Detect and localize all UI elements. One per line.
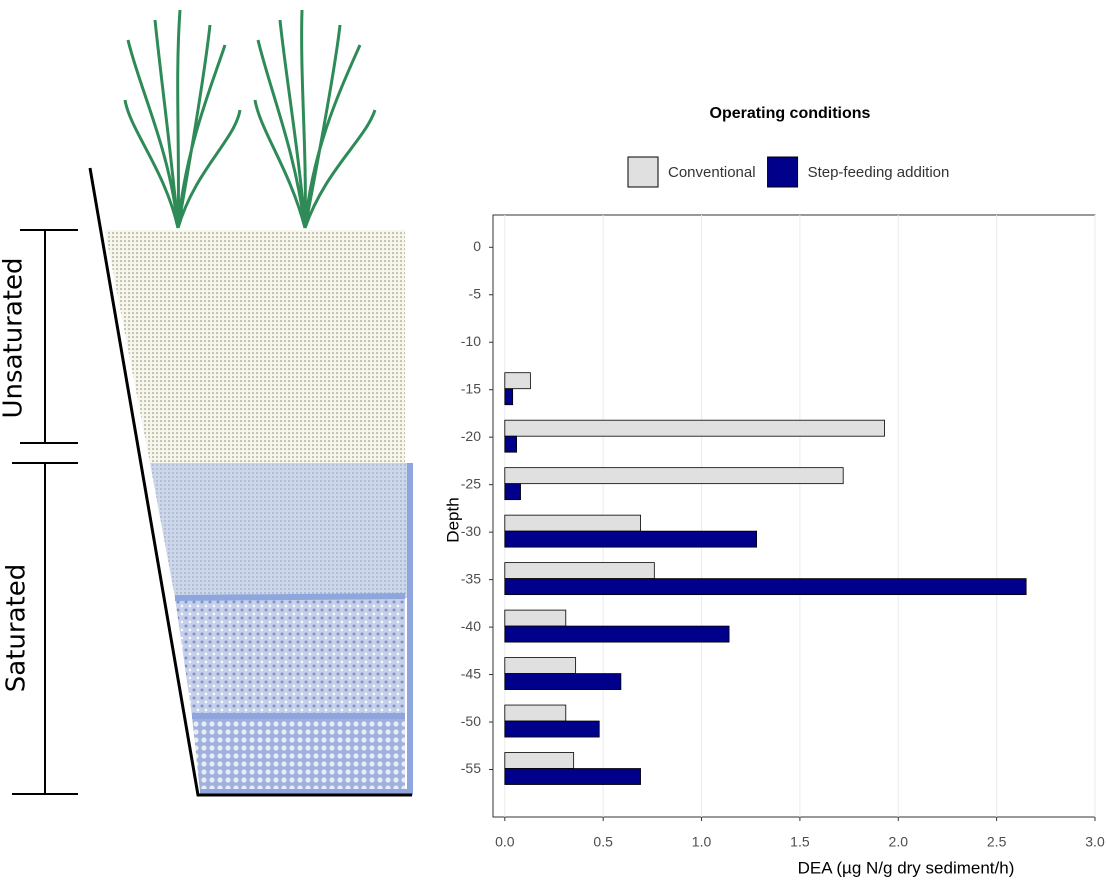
- bar: [504, 720, 600, 738]
- bar: [504, 768, 641, 785]
- legend-swatch: [767, 156, 799, 188]
- bar: [504, 467, 844, 485]
- x-axis-label: DEA (µg N/g dry sediment/h): [798, 858, 1015, 877]
- x-tick-label: 1.5: [790, 834, 810, 850]
- bar: [504, 657, 577, 674]
- bar: [504, 625, 730, 643]
- bar: [504, 562, 655, 580]
- legend-title: Operating conditions: [710, 105, 871, 122]
- bottom-layer: [192, 716, 405, 792]
- brackets: [12, 229, 78, 795]
- y-tick-label: -25: [461, 475, 481, 491]
- zone-label: Unsaturated: [0, 258, 29, 419]
- bar: [504, 514, 641, 532]
- saturated-layer: [150, 463, 410, 598]
- y-tick-label: -10: [461, 333, 481, 349]
- y-tick-label: -35: [461, 570, 481, 586]
- legend-swatch: [627, 156, 659, 188]
- y-tick-label: -15: [461, 380, 481, 396]
- bar: [504, 578, 1027, 596]
- bar: [504, 673, 622, 690]
- y-tick-label: -5: [469, 285, 482, 301]
- legend-label: Step-feeding addition: [808, 164, 950, 181]
- y-axis-label: Depth: [443, 497, 462, 542]
- legend-label: Conventional: [668, 164, 756, 181]
- liner: [174, 463, 413, 795]
- plants: [123, 9, 377, 229]
- bar: [504, 388, 514, 406]
- bar: [504, 372, 531, 390]
- y-tick-label: -40: [461, 618, 481, 634]
- x-tick-label: 1.0: [692, 834, 712, 850]
- x-tick-label: 0.5: [593, 834, 613, 850]
- y-tick-label: -20: [461, 428, 481, 444]
- x-tick-label: 3.0: [1085, 834, 1105, 850]
- x-tick-label: 2.0: [889, 834, 909, 850]
- wetland-diagram: Unsaturated Saturated: [0, 9, 413, 797]
- unsaturated-layer: [105, 230, 405, 463]
- x-tick-label: 0.0: [495, 834, 515, 850]
- y-tick-label: -45: [461, 665, 481, 681]
- bar: [504, 483, 521, 501]
- gravel-layer: [175, 598, 405, 716]
- bar: [504, 752, 575, 769]
- y-tick-label: -55: [461, 760, 481, 776]
- bar: [504, 609, 567, 627]
- y-tick-label: -50: [461, 713, 481, 729]
- y-tick-label: 0: [473, 238, 481, 254]
- bar: [504, 530, 758, 548]
- bar: [504, 419, 885, 437]
- bar: [504, 435, 518, 453]
- wall: [88, 167, 412, 797]
- x-tick-label: 2.5: [987, 834, 1007, 850]
- bar: [504, 704, 567, 722]
- zone-label: Saturated: [2, 564, 32, 692]
- y-tick-label: -30: [461, 523, 481, 539]
